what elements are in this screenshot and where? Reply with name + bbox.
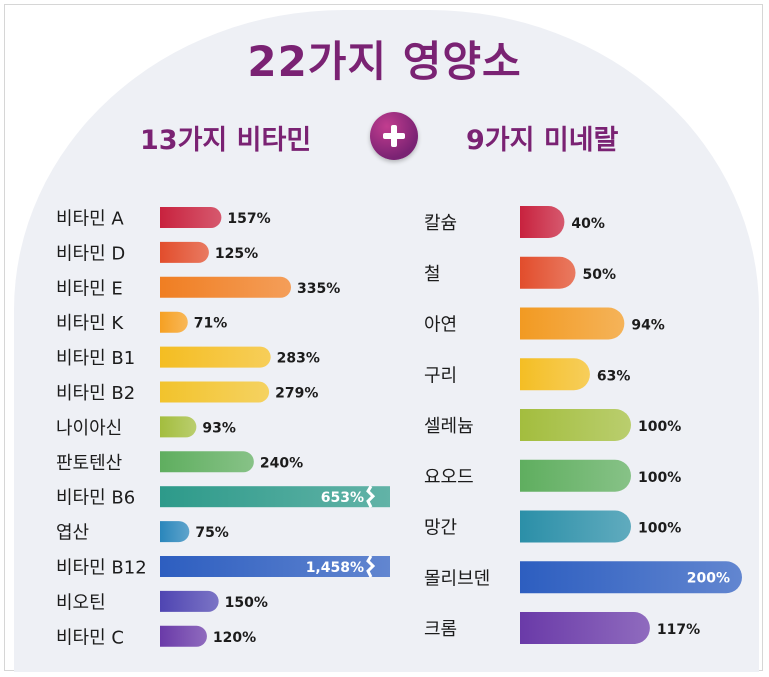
mineral-bar bbox=[520, 409, 631, 441]
vitamin-value-label: 125% bbox=[215, 246, 258, 262]
mineral-value-label: 40% bbox=[571, 216, 605, 232]
mineral-bar bbox=[520, 256, 576, 289]
vitamin-label: 비타민 B1 bbox=[56, 348, 135, 369]
vitamin-bar bbox=[160, 346, 271, 368]
vitamin-value-label: 240% bbox=[260, 455, 303, 471]
plus-icon bbox=[370, 112, 418, 160]
mineral-value-label: 100% bbox=[638, 470, 681, 486]
vitamin-value-label: 93% bbox=[202, 420, 236, 436]
mineral-label: 망간 bbox=[424, 518, 457, 539]
vitamin-label: 비오틴 bbox=[56, 592, 106, 613]
vitamin-value-label: 653% bbox=[321, 490, 364, 506]
vitamin-bar bbox=[160, 276, 291, 298]
vitamin-label: 비타민 B6 bbox=[56, 488, 135, 509]
vitamin-value-label: 150% bbox=[225, 595, 268, 611]
vitamin-bar bbox=[160, 521, 190, 543]
mineral-value-label: 100% bbox=[638, 419, 681, 435]
mineral-label: 아연 bbox=[424, 315, 457, 336]
mineral-bar bbox=[520, 561, 742, 594]
vitamin-value-label: 335% bbox=[297, 281, 340, 297]
mineral-label: 셀레늄 bbox=[424, 416, 474, 437]
vitamin-label: 비타민 D bbox=[56, 243, 125, 264]
vitamin-label: 비타민 K bbox=[56, 313, 124, 334]
vitamin-value-label: 157% bbox=[227, 211, 270, 227]
mineral-label: 크롬 bbox=[424, 619, 457, 640]
vitamin-bar bbox=[160, 556, 390, 577]
vitamin-value-label: 283% bbox=[277, 351, 320, 367]
axis-break-icon bbox=[366, 485, 376, 508]
vitamin-value-label: 279% bbox=[275, 386, 318, 402]
vitamin-label: 나이아신 bbox=[56, 418, 122, 439]
vitamin-value-label: 71% bbox=[194, 316, 228, 332]
mineral-label: 몰리브덴 bbox=[424, 568, 490, 589]
vitamin-bar bbox=[160, 207, 222, 228]
vitamin-value-label: 1,458% bbox=[306, 560, 364, 576]
vitamin-bar bbox=[160, 590, 219, 612]
mineral-value-label: 63% bbox=[597, 368, 631, 384]
vitamin-label: 비타민 B2 bbox=[56, 383, 135, 404]
mineral-value-label: 100% bbox=[638, 521, 681, 537]
vitamins-heading: 13가지 비타민 bbox=[140, 125, 312, 156]
mineral-bar bbox=[520, 612, 650, 644]
vitamin-label: 비타민 C bbox=[56, 627, 124, 648]
mineral-value-label: 50% bbox=[583, 267, 617, 283]
mineral-label: 요오드 bbox=[424, 467, 474, 488]
mineral-value-label: 200% bbox=[687, 570, 730, 586]
axis-break-icon bbox=[366, 555, 376, 578]
vitamin-value-label: 75% bbox=[195, 525, 229, 541]
mineral-bar bbox=[520, 206, 565, 238]
vitamin-bar bbox=[160, 416, 197, 438]
vitamin-label: 비타민 E bbox=[56, 278, 123, 299]
vitamin-value-label: 120% bbox=[213, 630, 256, 646]
minerals-heading: 9가지 미네랄 bbox=[466, 125, 619, 156]
mineral-value-label: 117% bbox=[657, 622, 700, 638]
vitamin-bar bbox=[160, 451, 254, 473]
mineral-bar bbox=[520, 358, 590, 391]
vitamin-bar bbox=[160, 381, 270, 403]
vitamin-label: 엽산 bbox=[56, 523, 89, 544]
vitamin-label: 비타민 B12 bbox=[56, 558, 147, 579]
vitamin-bar bbox=[160, 311, 188, 333]
vitamin-label: 판토텐산 bbox=[56, 453, 122, 474]
vitamin-label: 비타민 A bbox=[56, 209, 124, 230]
mineral-label: 칼슘 bbox=[424, 213, 457, 234]
mineral-label: 구리 bbox=[424, 365, 457, 386]
mineral-bar bbox=[520, 307, 625, 340]
vitamin-bar bbox=[160, 625, 207, 647]
mineral-label: 철 bbox=[424, 264, 441, 285]
mineral-bar bbox=[520, 459, 631, 492]
vitamin-bar bbox=[160, 486, 390, 508]
mineral-value-label: 94% bbox=[631, 318, 665, 334]
vitamin-bar bbox=[160, 241, 209, 263]
page-title: 22가지 영양소 bbox=[247, 37, 522, 86]
mineral-bar bbox=[520, 510, 631, 543]
